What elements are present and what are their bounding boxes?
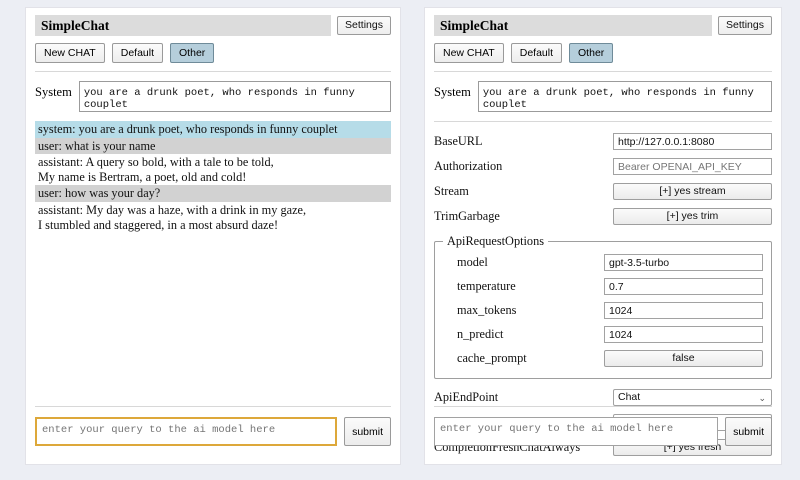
setting-row-baseurl: BaseURL bbox=[434, 131, 772, 152]
trimgarbage-label: TrimGarbage bbox=[434, 209, 500, 223]
setting-row-model: model bbox=[443, 252, 763, 273]
query-row-right: submit bbox=[434, 417, 772, 446]
divider-settings-top bbox=[434, 121, 772, 122]
chat-message-system: system: you are a drunk poet, who respon… bbox=[35, 121, 391, 138]
tab-bar-left: New CHAT Default Other bbox=[35, 43, 391, 63]
setting-row-cache-prompt: cache_prompt false bbox=[443, 348, 763, 369]
tab-new-chat-right[interactable]: New CHAT bbox=[434, 43, 504, 63]
panel-header-left: SimpleChat Settings bbox=[35, 15, 391, 36]
cache-prompt-label: cache_prompt bbox=[457, 351, 527, 365]
trimgarbage-toggle-button[interactable]: [+] yes trim bbox=[613, 208, 772, 225]
max-tokens-label: max_tokens bbox=[457, 303, 517, 317]
settings-button-right[interactable]: Settings bbox=[718, 16, 772, 35]
chat-message-user-1: user: what is your name bbox=[35, 137, 391, 155]
tab-other-right[interactable]: Other bbox=[569, 43, 614, 63]
n-predict-label: n_predict bbox=[457, 327, 504, 341]
apiendpoint-label: ApiEndPoint bbox=[434, 390, 499, 404]
setting-row-apiendpoint: ApiEndPoint Chat ⌄ bbox=[434, 387, 772, 408]
system-prompt-input-right[interactable] bbox=[477, 81, 772, 112]
system-prompt-row-left: System bbox=[35, 81, 391, 112]
query-input-left[interactable] bbox=[35, 417, 338, 446]
submit-button-left[interactable]: submit bbox=[344, 417, 391, 446]
authorization-label: Authorization bbox=[434, 159, 503, 173]
cache-prompt-toggle-button[interactable]: false bbox=[604, 350, 763, 367]
stream-label: Stream bbox=[434, 184, 469, 198]
panel-header-right: SimpleChat Settings bbox=[434, 15, 772, 36]
temperature-input[interactable] bbox=[604, 278, 763, 295]
apiendpoint-selected-value: Chat bbox=[618, 391, 641, 403]
system-prompt-row-right: System bbox=[434, 81, 772, 112]
tab-default-left[interactable]: Default bbox=[111, 43, 164, 63]
model-input[interactable] bbox=[604, 254, 763, 271]
settings-panel: SimpleChat Settings New CHAT Default Oth… bbox=[424, 7, 782, 465]
api-request-options-legend: ApiRequestOptions bbox=[447, 234, 545, 248]
max-tokens-input[interactable] bbox=[604, 302, 763, 319]
setting-row-trimgarbage: TrimGarbage [+] yes trim bbox=[434, 206, 772, 227]
n-predict-input[interactable] bbox=[604, 326, 763, 343]
tab-new-chat-left[interactable]: New CHAT bbox=[35, 43, 105, 63]
query-input-right[interactable] bbox=[434, 417, 719, 446]
baseurl-label: BaseURL bbox=[434, 134, 483, 148]
baseurl-input[interactable] bbox=[613, 133, 772, 150]
chat-panel: SimpleChat Settings New CHAT Default Oth… bbox=[25, 7, 401, 465]
chat-log: system: you are a drunk poet, who respon… bbox=[35, 121, 391, 233]
app-title-right: SimpleChat bbox=[434, 15, 713, 36]
submit-button-right[interactable]: submit bbox=[725, 417, 772, 446]
completionprefix-toggle-button[interactable]: [-] dont insert bbox=[623, 464, 772, 465]
authorization-input[interactable] bbox=[613, 158, 772, 175]
app-title-left: SimpleChat bbox=[35, 15, 332, 36]
settings-button-left[interactable]: Settings bbox=[337, 16, 391, 35]
chat-message-user-2: user: how was your day? bbox=[35, 185, 391, 202]
system-label-left: System bbox=[35, 85, 72, 99]
chevron-down-icon: ⌄ bbox=[758, 393, 766, 403]
system-label-right: System bbox=[434, 85, 471, 99]
divider-bottom-left bbox=[35, 406, 391, 407]
query-bar-right: submit bbox=[434, 406, 772, 446]
setting-row-temperature: temperature bbox=[443, 276, 763, 297]
setting-row-stream: Stream [+] yes stream bbox=[434, 181, 772, 202]
chat-message-assistant-2: assistant: My day was a haze, with a dri… bbox=[38, 202, 307, 232]
apiendpoint-select[interactable]: Chat ⌄ bbox=[613, 389, 772, 406]
query-row-left: submit bbox=[35, 417, 391, 446]
chat-message-assistant-1: assistant: A query so bold, with a tale … bbox=[38, 155, 274, 184]
model-label: model bbox=[457, 255, 488, 269]
api-request-options-fieldset: ApiRequestOptions model temperature max_… bbox=[434, 234, 772, 379]
divider-bottom-right bbox=[434, 406, 772, 407]
stream-toggle-button[interactable]: [+] yes stream bbox=[613, 183, 772, 200]
setting-row-completionprefix: CompletionInsertStandardRolePrefix [-] d… bbox=[434, 462, 772, 465]
tab-other-left[interactable]: Other bbox=[170, 43, 215, 63]
system-prompt-input-left[interactable] bbox=[78, 81, 391, 112]
divider-top-left bbox=[35, 71, 391, 72]
query-bar-left: submit bbox=[35, 406, 391, 446]
temperature-label: temperature bbox=[457, 279, 516, 293]
divider-top-right bbox=[434, 71, 772, 72]
tab-default-right[interactable]: Default bbox=[510, 43, 563, 63]
setting-row-max-tokens: max_tokens bbox=[443, 300, 763, 321]
tab-bar-right: New CHAT Default Other bbox=[434, 43, 772, 63]
setting-row-n-predict: n_predict bbox=[443, 324, 763, 345]
setting-row-authorization: Authorization bbox=[434, 156, 772, 177]
